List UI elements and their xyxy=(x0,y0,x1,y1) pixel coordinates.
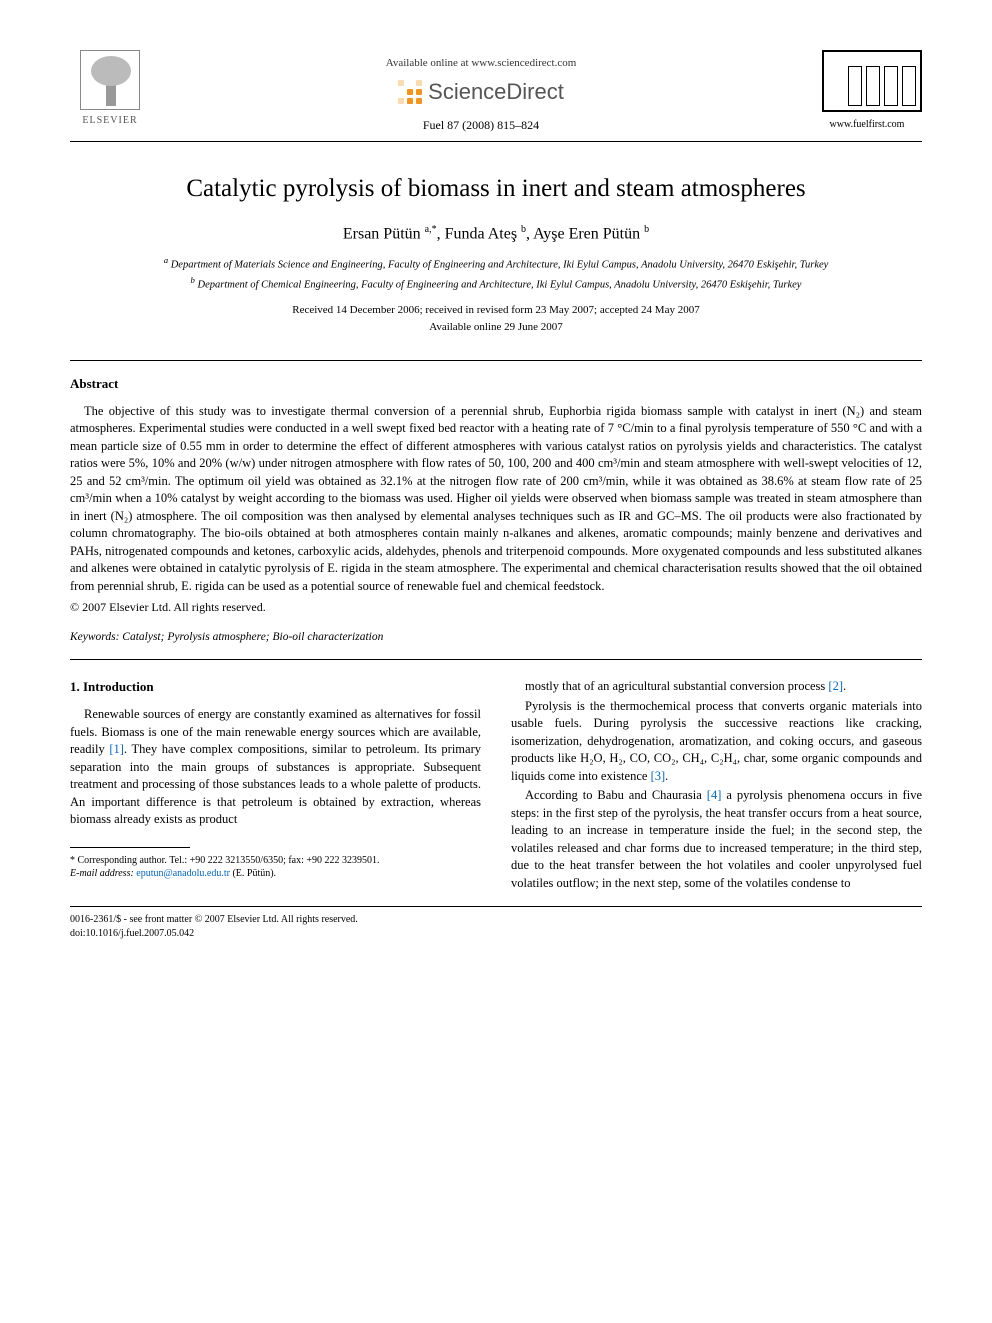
abstract-text: The objective of this study was to inves… xyxy=(70,403,922,596)
keywords-label: Keywords: xyxy=(70,631,119,643)
affiliation-a: a Department of Materials Science and En… xyxy=(70,255,922,273)
journal-logo: www.fuelfirst.com xyxy=(812,50,922,132)
keywords-text: Catalyst; Pyrolysis atmosphere; Bio-oil … xyxy=(122,631,383,643)
footnote-separator xyxy=(70,847,190,848)
fuel-logo-icon xyxy=(822,50,922,112)
sciencedirect-logo: ScienceDirect xyxy=(150,77,812,107)
affiliation-a-text: Department of Materials Science and Engi… xyxy=(171,260,829,271)
elsevier-tree-icon xyxy=(80,50,140,110)
sciencedirect-dots-icon xyxy=(398,80,422,104)
cite-2[interactable]: [2] xyxy=(828,679,843,693)
body-p1: Renewable sources of energy are constant… xyxy=(70,706,481,829)
article-title: Catalytic pyrolysis of biomass in inert … xyxy=(70,172,922,206)
body-p3: Pyrolysis is the thermochemical process … xyxy=(511,698,922,786)
email-suffix: (E. Pütün). xyxy=(232,868,276,879)
footnote-corr: * Corresponding author. Tel.: +90 222 32… xyxy=(70,854,481,867)
authors-line: Ersan Pütün a,*, Funda Ateş b, Ayşe Eren… xyxy=(70,223,922,245)
section-heading: 1. Introduction xyxy=(70,678,481,696)
affiliation-b-text: Department of Chemical Engineering, Facu… xyxy=(198,280,802,291)
corresponding-author-footnote: * Corresponding author. Tel.: +90 222 32… xyxy=(70,854,481,880)
abstract-heading: Abstract xyxy=(70,375,922,393)
footnote-email-line: E-mail address: eputun@anadolu.edu.tr (E… xyxy=(70,867,481,880)
divider-bottom xyxy=(70,659,922,660)
cite-4[interactable]: [4] xyxy=(707,788,722,802)
affiliation-b: b Department of Chemical Engineering, Fa… xyxy=(70,275,922,293)
footer-copyright: 0016-2361/$ - see front matter © 2007 El… xyxy=(70,913,358,927)
body-p4: According to Babu and Chaurasia [4] a py… xyxy=(511,787,922,892)
available-online-text: Available online at www.sciencedirect.co… xyxy=(150,56,812,71)
email-label: E-mail address: xyxy=(70,868,134,879)
page-footer: 0016-2361/$ - see front matter © 2007 El… xyxy=(70,906,922,940)
elsevier-label: ELSEVIER xyxy=(82,114,137,128)
elsevier-logo: ELSEVIER xyxy=(70,50,150,128)
body-columns: 1. Introduction Renewable sources of ene… xyxy=(70,678,922,892)
email-address[interactable]: eputun@anadolu.edu.tr xyxy=(136,868,230,879)
journal-url: www.fuelfirst.com xyxy=(812,118,922,132)
keywords-line: Keywords: Catalyst; Pyrolysis atmosphere… xyxy=(70,630,922,646)
abstract-body: The objective of this study was to inves… xyxy=(70,403,922,596)
received-dates: Received 14 December 2006; received in r… xyxy=(70,303,922,318)
footer-doi: doi:10.1016/j.fuel.2007.05.042 xyxy=(70,927,358,941)
online-date: Available online 29 June 2007 xyxy=(70,320,922,335)
body-p2: mostly that of an agricultural substanti… xyxy=(511,678,922,696)
sciencedirect-text: ScienceDirect xyxy=(428,77,564,107)
cite-3[interactable]: [3] xyxy=(651,769,666,783)
cite-1[interactable]: [1] xyxy=(109,742,124,756)
abstract-copyright: © 2007 Elsevier Ltd. All rights reserved… xyxy=(70,599,922,615)
journal-reference: Fuel 87 (2008) 815–824 xyxy=(150,117,812,133)
divider-top xyxy=(70,360,922,361)
footer-block: 0016-2361/$ - see front matter © 2007 El… xyxy=(70,913,358,940)
header-center: Available online at www.sciencedirect.co… xyxy=(150,50,812,133)
page-header: ELSEVIER Available online at www.science… xyxy=(70,50,922,142)
